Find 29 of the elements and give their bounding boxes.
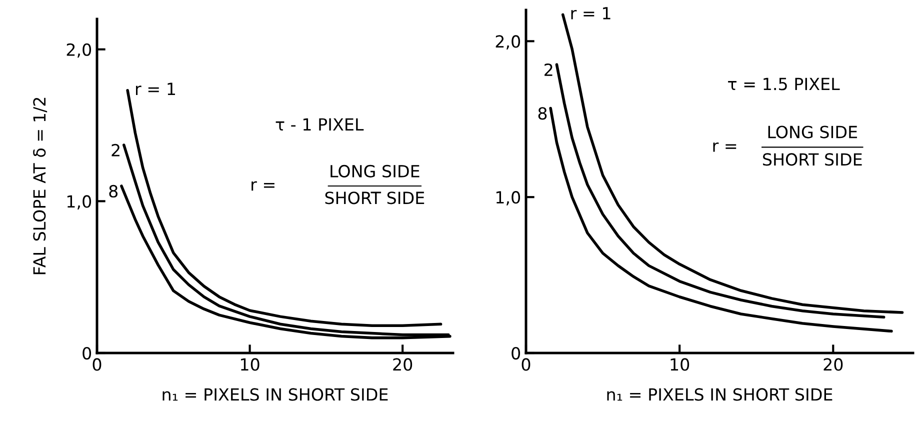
series-label: 2 <box>112 144 120 156</box>
annotation: LONG SIDE <box>330 164 420 178</box>
annotation: τ - 1 PIXEL <box>276 118 364 130</box>
series-label: r = 1 <box>136 82 175 95</box>
series-label: 8 <box>538 107 547 120</box>
x-axis-title: n₁ = PIXELS IN SHORT SIDE <box>162 388 388 401</box>
x-tick-label: 10 <box>670 358 690 371</box>
x-tick-label: 0 <box>92 358 102 371</box>
annotation: LONG SIDE <box>768 126 857 138</box>
x-tick-label: 20 <box>824 358 843 371</box>
y-tick-label: 0 <box>82 346 92 360</box>
y-tick-label: 2,0 <box>66 43 92 58</box>
annotation: r = <box>252 181 274 191</box>
y-tick-label: 0 <box>512 346 520 360</box>
series-label: 8 <box>109 184 118 198</box>
x-tick-label: 0 <box>522 358 530 371</box>
x-axis-title: n₁ = PIXELS IN SHORT SIDE <box>607 388 832 401</box>
x-tick-label: 20 <box>393 358 412 371</box>
annotation: r = <box>713 142 736 152</box>
series-label: 2 <box>544 63 552 76</box>
annotation: SHORT SIDE <box>325 192 424 204</box>
y-tick-label: 1,0 <box>67 195 92 210</box>
annotation: τ = 1.5 PIXEL <box>728 78 840 90</box>
y-axis-title: FAL SLOPE AT δ = 1/2 <box>33 98 48 274</box>
x-tick-label: 10 <box>241 358 260 371</box>
y-tick-label: 2,0 <box>496 35 520 50</box>
y-tick-label: 1,0 <box>496 191 520 206</box>
series-label: r = 1 <box>571 7 610 20</box>
annotation: SHORT SIDE <box>763 153 862 166</box>
